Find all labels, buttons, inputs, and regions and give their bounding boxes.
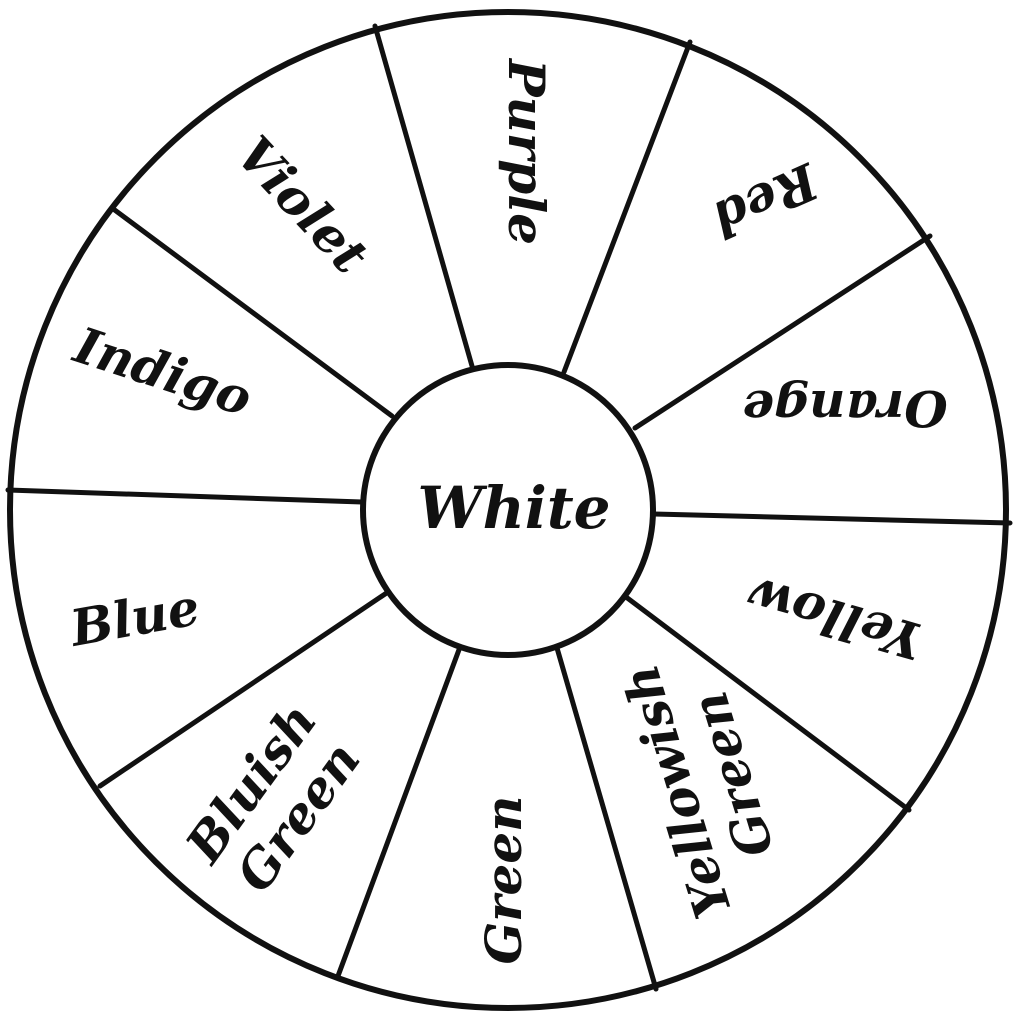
- divider-line: [554, 645, 659, 992]
- segment-label-line: Purple: [497, 57, 556, 245]
- divider-line: [623, 594, 912, 813]
- segment-dividers: [5, 23, 1013, 992]
- segment-label-purple: Purple: [497, 57, 556, 245]
- divider-line: [372, 23, 475, 369]
- divider-line: [561, 39, 693, 375]
- segment-label-green: Green: [474, 795, 533, 964]
- divider-line: [5, 487, 365, 505]
- divider-line: [632, 233, 933, 431]
- divider-line: [109, 205, 395, 419]
- center-hub: [360, 362, 656, 658]
- divider-line: [97, 589, 391, 789]
- segment-label-orange: Orange: [742, 379, 947, 438]
- segment-label-line: Orange: [742, 379, 947, 438]
- segment-label-line: Green: [474, 795, 533, 964]
- divider-line: [335, 644, 463, 979]
- center-label: White: [417, 474, 610, 542]
- divider-line: [651, 511, 1013, 526]
